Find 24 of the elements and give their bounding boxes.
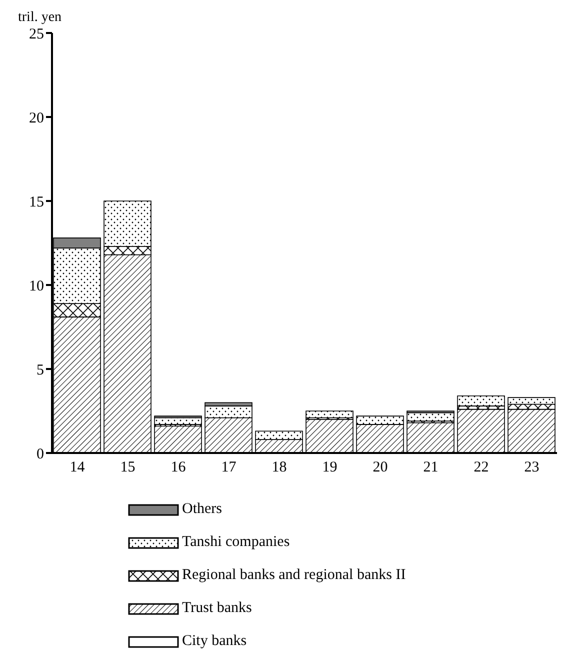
- x-tick-label: 22: [474, 460, 489, 476]
- x-tick-label: 23: [524, 460, 540, 476]
- bar: [457, 395, 505, 406]
- y-tick-label: 5: [36, 362, 44, 378]
- x-tick-label: 14: [70, 460, 86, 476]
- y-tick-label: 0: [36, 446, 44, 462]
- x-tick-label: 17: [221, 460, 237, 476]
- legend-label: Others: [182, 501, 222, 518]
- y-tick-label: 15: [29, 194, 44, 210]
- x-tick-label: 18: [272, 460, 287, 476]
- x-tick-label: 15: [120, 460, 136, 476]
- x-tick-label: 20: [372, 460, 388, 476]
- y-tick-label: 10: [29, 278, 44, 294]
- y-tick-label: 20: [29, 110, 44, 126]
- x-tick-label: 21: [423, 460, 438, 476]
- legend-label: Trust banks: [182, 600, 252, 617]
- x-tick-label: 16: [170, 460, 186, 476]
- legend-label: Tanshi companies: [182, 534, 290, 551]
- x-tick-label: 19: [322, 460, 338, 476]
- legend-label: City banks: [182, 633, 247, 650]
- y-axis-title: tril. yen: [18, 10, 62, 25]
- legend-label: Regional banks and regional banks II: [182, 567, 406, 584]
- bar: [306, 410, 354, 418]
- y-tick-label: 25: [29, 26, 44, 42]
